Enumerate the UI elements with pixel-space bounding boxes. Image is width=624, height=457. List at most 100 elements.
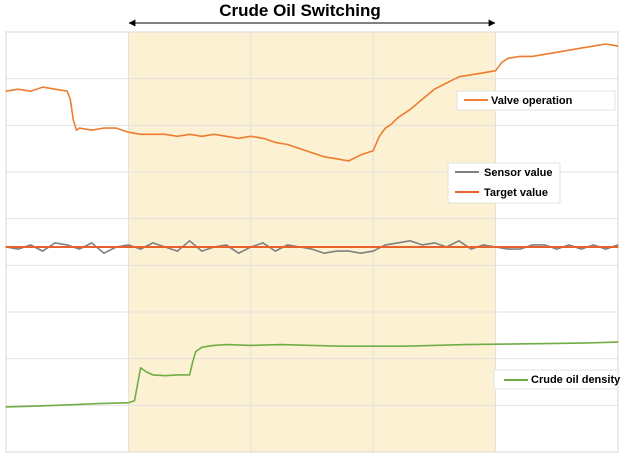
data-point-sensor-value xyxy=(580,248,582,250)
data-point-sensor-value xyxy=(189,240,191,242)
data-point-valve-operation xyxy=(250,135,252,137)
data-point-valve-operation xyxy=(360,154,362,156)
data-point-sensor-value xyxy=(507,248,509,250)
data-point-sensor-value xyxy=(91,242,93,244)
plot-border xyxy=(5,31,619,453)
data-point-valve-operation xyxy=(238,137,240,139)
data-point-crude-oil-density xyxy=(311,344,313,346)
data-point-sensor-value xyxy=(29,244,32,246)
data-point-crude-oil-density xyxy=(225,344,227,346)
data-point-sensor-value xyxy=(42,250,44,252)
data-point-sensor-value xyxy=(152,242,154,244)
data-point-valve-operation xyxy=(433,88,435,90)
data-point-crude-oil-density xyxy=(403,345,405,347)
data-point-sensor-value xyxy=(274,250,276,252)
data-point-valve-operation xyxy=(501,61,503,64)
data-point-crude-oil-density xyxy=(280,344,282,346)
data-point-valve-operation xyxy=(544,53,546,55)
data-point-valve-operation xyxy=(372,150,374,152)
data-point-crude-oil-density xyxy=(195,351,197,353)
data-point-valve-operation xyxy=(54,88,56,90)
data-point-sensor-value xyxy=(409,240,411,242)
data-point-crude-oil-density xyxy=(36,405,38,407)
series-target-value xyxy=(5,246,619,248)
data-point-sensor-value xyxy=(470,248,472,250)
data-point-valve-operation xyxy=(29,90,32,92)
data-point-sensor-value xyxy=(360,252,362,254)
data-point-crude-oil-density xyxy=(152,374,154,376)
data-point-valve-operation xyxy=(391,123,393,125)
data-point-sensor-value xyxy=(17,248,19,250)
data-point-valve-operation xyxy=(592,45,595,47)
data-point-sensor-value xyxy=(286,244,289,246)
data-point-valve-operation xyxy=(311,152,313,154)
data-point-crude-oil-density xyxy=(207,345,209,347)
data-point-valve-operation xyxy=(495,70,497,72)
data-point-sensor-value xyxy=(103,252,105,254)
data-point-valve-operation xyxy=(225,135,227,137)
data-point-sensor-value xyxy=(568,244,570,246)
data-point-sensor-value xyxy=(225,244,227,246)
legend-density-box xyxy=(493,369,619,390)
data-point-crude-oil-density xyxy=(133,400,136,402)
chart-title: Crude Oil Switching xyxy=(219,1,381,20)
data-point-sensor-value xyxy=(176,250,178,252)
data-point-sensor-value xyxy=(54,242,56,244)
data-point-crude-oil-density xyxy=(176,374,178,376)
data-point-crude-oil-density xyxy=(5,406,7,408)
data-point-crude-oil-density xyxy=(617,341,619,343)
data-point-sensor-value xyxy=(421,244,423,246)
data-point-crude-oil-density xyxy=(464,344,466,346)
data-point-valve-operation xyxy=(213,133,215,135)
legend-target-label: Target value xyxy=(484,187,548,199)
data-point-valve-operation xyxy=(164,133,166,135)
series-layer xyxy=(5,43,619,408)
legend-valve: Valve operation xyxy=(456,90,616,111)
data-point-crude-oil-density xyxy=(342,345,344,347)
data-point-crude-oil-density xyxy=(433,344,435,346)
data-point-sensor-value xyxy=(262,242,264,244)
data-point-sensor-value xyxy=(544,244,546,246)
data-point-valve-operation xyxy=(274,141,276,143)
legend-valve-box xyxy=(456,90,616,111)
data-point-sensor-value xyxy=(397,242,399,244)
data-point-valve-operation xyxy=(507,57,509,60)
data-point-valve-operation xyxy=(5,90,7,92)
data-point-sensor-value xyxy=(311,248,313,250)
data-point-valve-operation xyxy=(140,133,142,135)
data-point-valve-operation xyxy=(42,86,44,88)
data-point-sensor-value xyxy=(78,248,80,250)
data-point-crude-oil-density xyxy=(127,402,129,404)
data-point-sensor-value xyxy=(617,244,619,246)
data-point-valve-operation xyxy=(115,127,117,129)
data-point-valve-operation xyxy=(458,76,460,78)
data-point-crude-oil-density xyxy=(164,375,166,377)
data-point-valve-operation xyxy=(531,55,533,58)
data-point-crude-oil-density xyxy=(525,343,527,345)
data-point-crude-oil-density xyxy=(372,345,374,347)
data-point-target-value xyxy=(617,246,619,248)
data-point-valve-operation xyxy=(519,55,521,58)
span-arrow xyxy=(128,19,496,27)
data-point-sensor-value xyxy=(458,240,460,242)
data-point-valve-operation xyxy=(69,98,71,100)
data-point-valve-operation xyxy=(286,143,289,146)
data-point-crude-oil-density xyxy=(201,346,203,348)
data-point-valve-operation xyxy=(556,51,558,53)
data-point-sensor-value xyxy=(531,244,533,246)
data-point-valve-operation xyxy=(482,72,484,74)
data-point-valve-operation xyxy=(378,135,380,137)
data-point-valve-operation xyxy=(127,131,129,133)
data-point-valve-operation xyxy=(580,47,582,49)
data-point-sensor-value xyxy=(556,248,558,250)
data-point-sensor-value xyxy=(238,252,240,254)
legend-valve-label: Valve operation xyxy=(491,95,573,107)
data-point-sensor-value xyxy=(201,250,203,252)
data-point-crude-oil-density xyxy=(586,342,589,344)
legend-density: Crude oil density xyxy=(493,369,621,390)
data-point-sensor-value xyxy=(348,250,350,252)
data-point-valve-operation xyxy=(66,90,68,92)
data-point-valve-operation xyxy=(335,158,338,160)
data-point-sensor-value xyxy=(372,250,374,252)
